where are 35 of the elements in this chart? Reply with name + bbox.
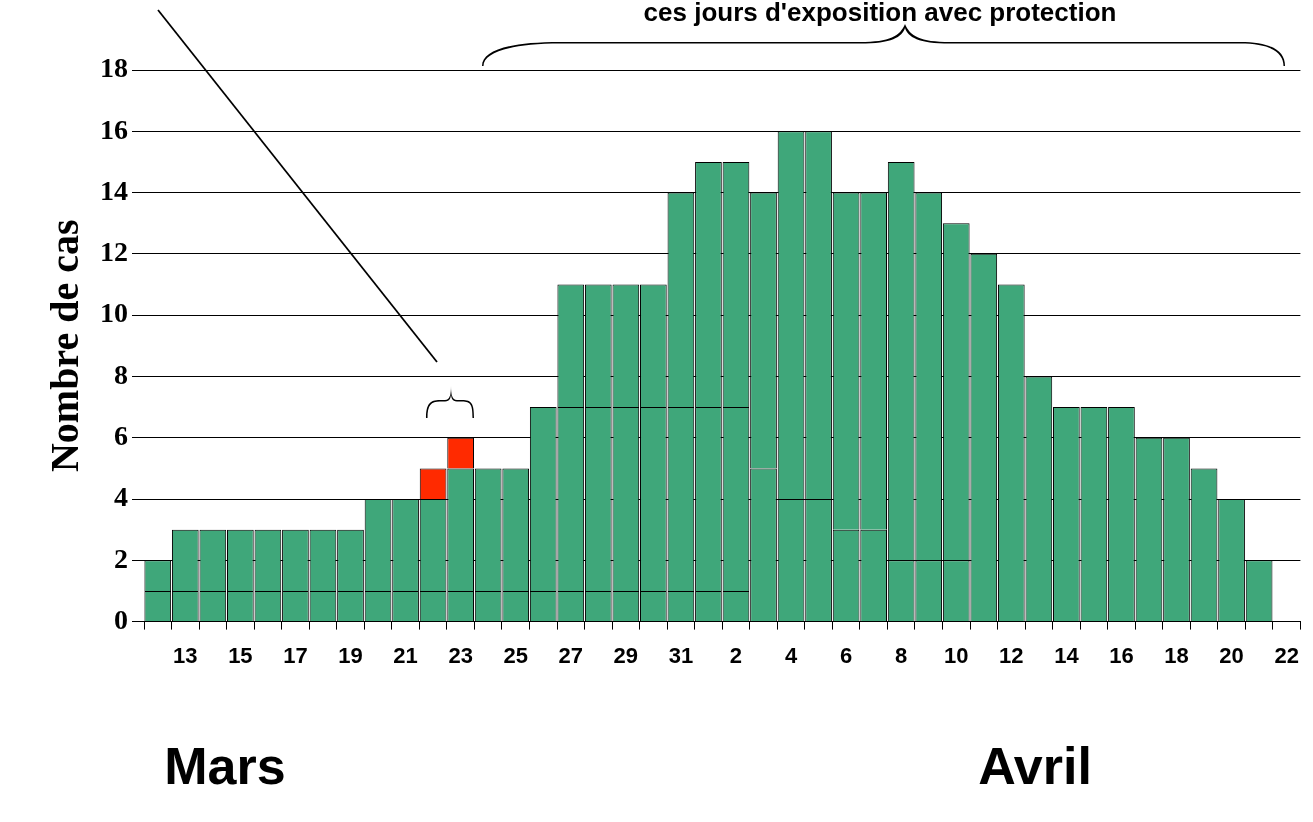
text: Mars — [164, 737, 286, 796]
y-tick-label: 8 — [114, 358, 128, 390]
x-tick-label: 20 — [1219, 642, 1244, 668]
y-tick-label: 10 — [100, 297, 128, 329]
x-tick-label: 29 — [613, 642, 639, 668]
x-tick-label: 21 — [393, 642, 418, 668]
x-tick-label: 6 — [839, 642, 853, 668]
x-tick-label: 16 — [1109, 642, 1134, 668]
y-tick-label: 14 — [100, 174, 128, 206]
y-tick-label: 12 — [100, 236, 128, 268]
x-tick-label: 15 — [228, 642, 253, 668]
text: Avril — [978, 737, 1092, 796]
y-tick-label: 0 — [114, 603, 128, 635]
x-tick-label: 31 — [668, 642, 694, 668]
x-tick-label: 23 — [448, 642, 473, 668]
text: ces jours d'exposition avec protection — [643, 0, 1117, 28]
y-tick-label: 4 — [114, 481, 128, 513]
y-tick-label: 18 — [100, 52, 128, 84]
x-tick-label: 4 — [784, 642, 798, 668]
y-axis-title: Nombre de cas — [42, 219, 88, 473]
x-tick-label: 27 — [558, 642, 584, 668]
y-tick-label: 6 — [114, 419, 128, 451]
y-tick-label: 2 — [114, 542, 128, 574]
x-tick-label: 8 — [895, 642, 908, 668]
x-tick-label: 10 — [944, 642, 969, 668]
x-tick-label: 12 — [999, 642, 1024, 668]
x-tick-label: 13 — [173, 642, 198, 668]
x-tick-label: 25 — [503, 642, 528, 668]
y-tick-label: 16 — [100, 113, 128, 145]
x-tick-label: 22 — [1274, 642, 1299, 668]
x-tick-label: 2 — [729, 642, 743, 668]
x-tick-label: 14 — [1054, 642, 1080, 668]
x-tick-label: 19 — [338, 642, 363, 668]
x-tick-label: 17 — [283, 642, 308, 668]
x-tick-label: 18 — [1164, 642, 1189, 668]
